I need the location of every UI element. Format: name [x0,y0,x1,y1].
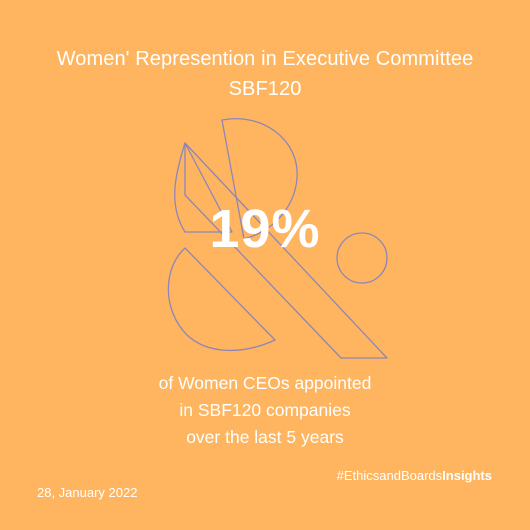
logo-small-circle [336,232,388,284]
publish-date: 28, January 2022 [37,485,138,500]
hashtag-prefix: #EthicsandBoards [336,468,443,483]
page-title: Women' Represention in Executive Committ… [0,44,530,104]
logo-bottom-left-half-disc [167,247,276,351]
stat-description: of Women CEOs appointed in SBF120 compan… [0,370,530,451]
description-line-2: in SBF120 companies [179,400,351,420]
logo-diagonal-band [184,142,388,359]
hashtag-suffix: Insights [442,468,492,483]
title-line-1: Women' Represention in Executive Committ… [56,48,474,70]
description-line-1: of Women CEOs appointed [158,373,372,393]
hashtag-label: #EthicsandBoardsInsights [337,467,492,485]
logo-top-arc [174,142,233,233]
stat-value: 19% [209,199,321,259]
title-line-2: SBF120 [228,78,302,100]
description-line-3: over the last 5 years [186,427,344,447]
